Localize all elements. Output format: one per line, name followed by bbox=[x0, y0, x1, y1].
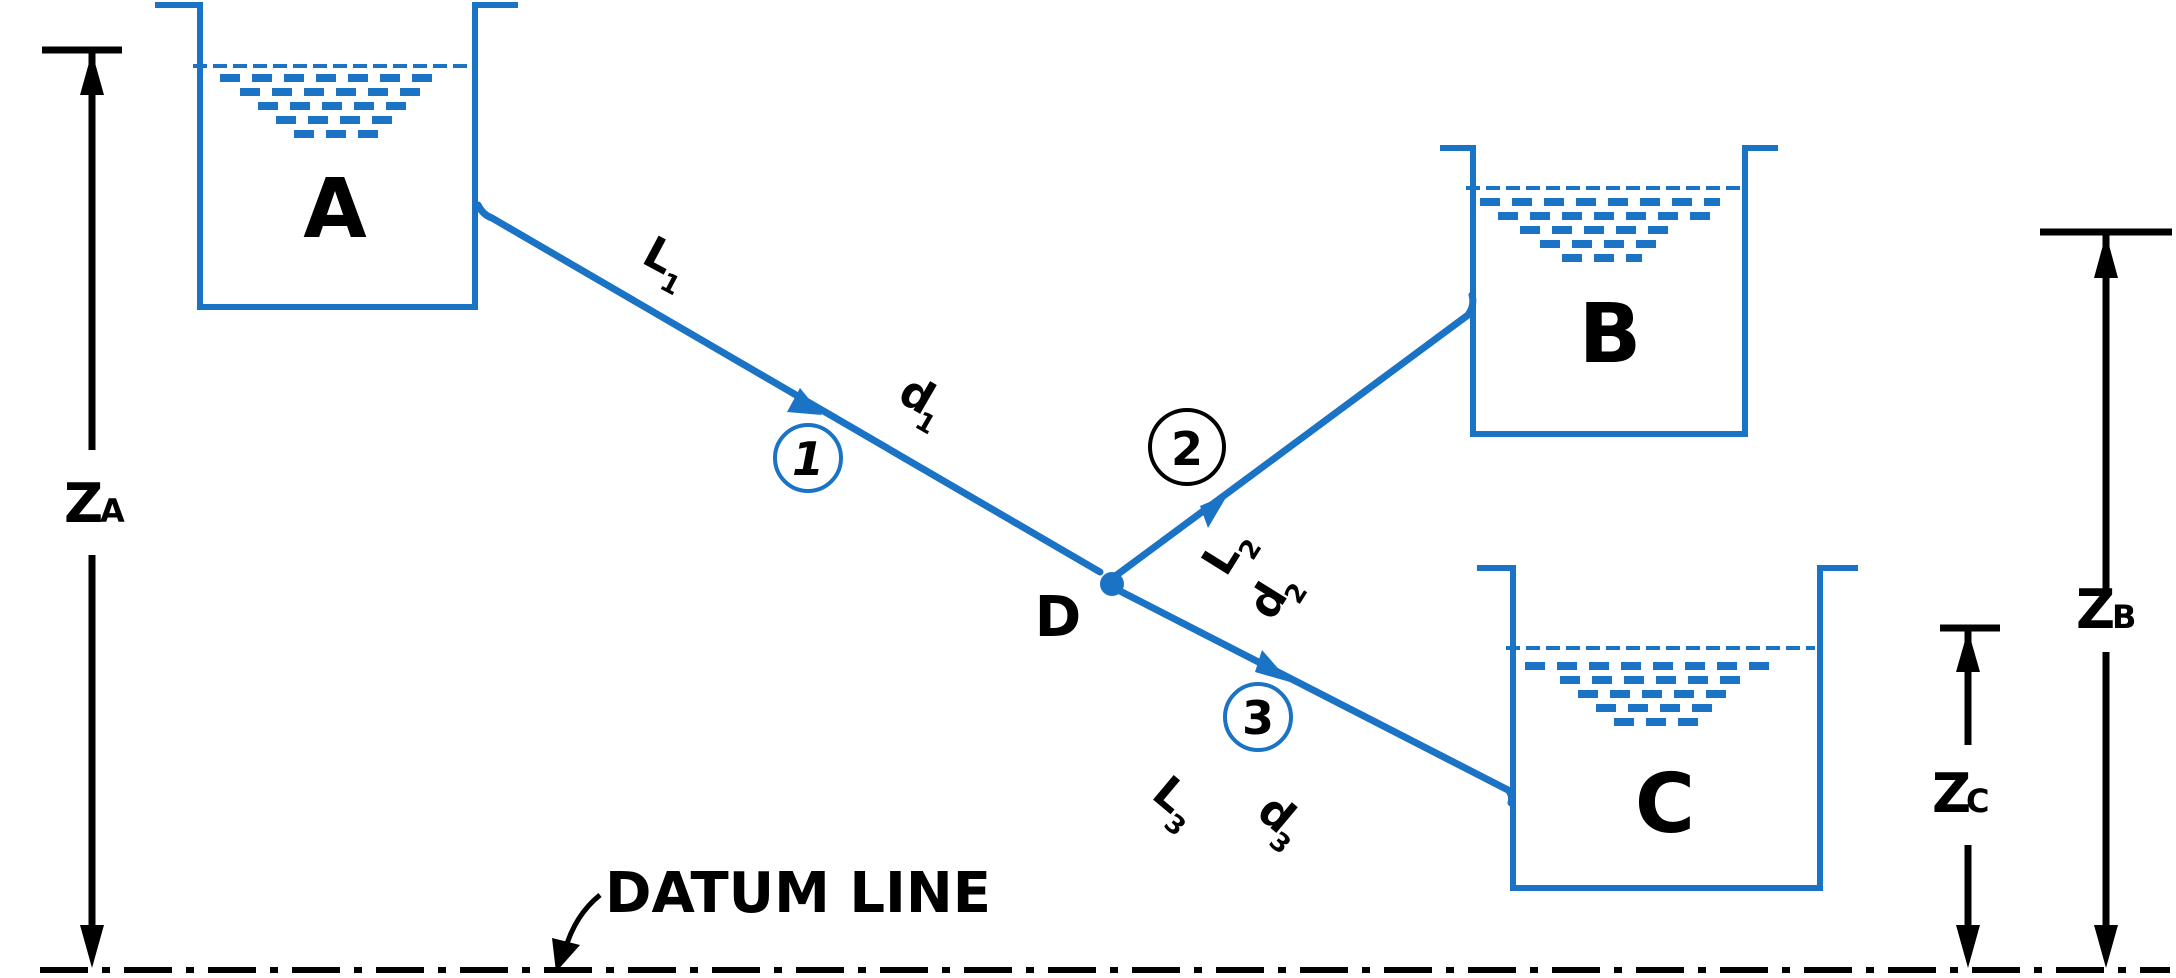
junction-d-label: D bbox=[1035, 585, 1081, 650]
datum-pointer-arrow bbox=[552, 893, 602, 972]
tank-c: C bbox=[1477, 565, 1858, 891]
elevation-zc-label: Z C bbox=[1932, 762, 1989, 825]
water-surface-b bbox=[1480, 198, 1720, 262]
flow-arrow-pipe-3 bbox=[1255, 650, 1290, 682]
pipe-1-number: 1 bbox=[792, 432, 824, 486]
datum-line-label: DATUM LINE bbox=[605, 861, 991, 926]
svg-text:B: B bbox=[2112, 598, 2136, 636]
svg-text:A: A bbox=[100, 492, 125, 530]
svg-text:Z: Z bbox=[1932, 762, 1971, 825]
elevation-zc-dimension: Z C bbox=[1932, 624, 2000, 968]
flow-arrow-pipe-2 bbox=[1200, 494, 1228, 528]
pipe-2: 2 L 2 d 2 bbox=[1106, 291, 1477, 628]
pipe-2-diameter-label: d 2 bbox=[1238, 574, 1314, 628]
water-surface-c bbox=[1525, 662, 1769, 726]
tank-b-label: B bbox=[1579, 287, 1642, 382]
svg-text:L: L bbox=[1143, 766, 1197, 823]
pipe-1-length-label: L 1 bbox=[635, 227, 685, 302]
tank-b: B bbox=[1440, 145, 1778, 437]
pipe-1-number-circle bbox=[773, 423, 843, 493]
tank-a-label: A bbox=[303, 162, 367, 257]
tank-c-label: C bbox=[1635, 757, 1695, 852]
junction-d-node bbox=[1100, 572, 1124, 596]
svg-text:Z: Z bbox=[64, 472, 103, 535]
pipe-3-length-label: L 3 bbox=[1143, 766, 1197, 842]
pipe-3-number: 3 bbox=[1242, 691, 1274, 745]
elevation-za-label: Z A bbox=[64, 472, 125, 535]
tank-a: A bbox=[155, 2, 518, 310]
elevation-zb-label: Z B bbox=[2076, 578, 2136, 641]
flow-arrow-pipe-1 bbox=[787, 388, 822, 415]
elevation-zb-dimension: Z B bbox=[2040, 228, 2172, 968]
svg-text:Z: Z bbox=[2076, 578, 2115, 641]
pipe-2-number-circle bbox=[1148, 408, 1226, 486]
pipe-1-diameter-label: d 1 bbox=[891, 365, 944, 441]
pipe-3-diameter-label: d 3 bbox=[1248, 784, 1305, 860]
svg-text:C: C bbox=[1966, 782, 1989, 820]
elevation-za-dimension: Z A bbox=[42, 46, 125, 968]
pipe-3-number-circle bbox=[1223, 682, 1293, 752]
pipe-2-number: 2 bbox=[1171, 422, 1203, 476]
pipe-1: 1 L 1 d 1 bbox=[474, 201, 1104, 576]
pipe-3: 3 L 3 d 3 bbox=[1114, 586, 1516, 861]
water-surface-a bbox=[220, 74, 432, 138]
